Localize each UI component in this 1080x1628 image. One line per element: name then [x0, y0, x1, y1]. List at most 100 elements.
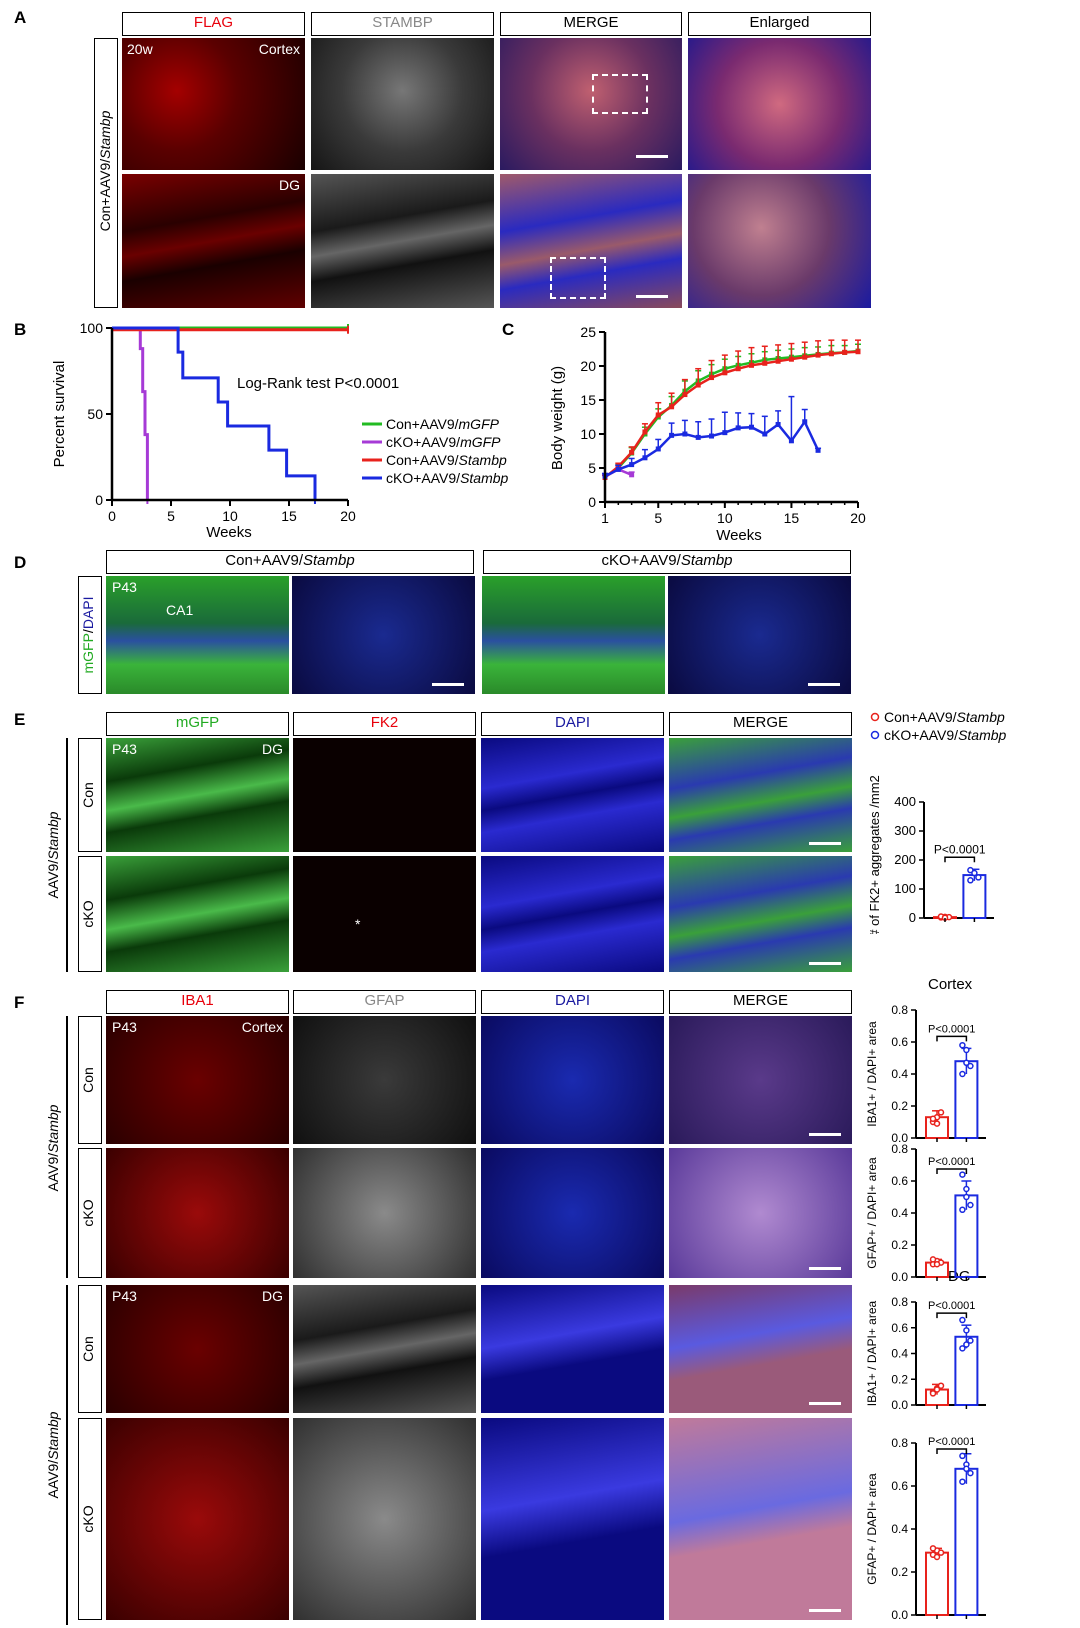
weight-point	[855, 349, 861, 355]
panel-e-row-box-con	[78, 738, 102, 852]
y-tick-label: 0.2	[891, 1099, 908, 1113]
panel-f-cortex-con-merge-image	[669, 1016, 852, 1144]
y-tick-label: 20	[580, 358, 596, 374]
y-tick-label: 0.0	[891, 1608, 908, 1622]
weight-point	[748, 362, 754, 368]
panel-e-con-fk2-image	[293, 738, 476, 852]
panel-a-header-merge: MERGE	[500, 12, 682, 36]
weight-point	[669, 432, 675, 438]
data-point	[937, 1109, 945, 1116]
scale-bar	[808, 683, 840, 686]
panel-f-dg-cko-dapi-image	[481, 1418, 664, 1620]
age-label: P43	[112, 1019, 137, 1035]
panel-d-side-label-box	[78, 576, 102, 694]
panel-a-merge-dg-image	[500, 174, 682, 308]
region-label: Cortex	[258, 41, 300, 57]
data-point	[959, 1206, 966, 1214]
panel-a-stambp-cortex-image	[311, 38, 494, 170]
panel-a-enlarged-dg-image	[688, 174, 871, 308]
data-point	[975, 874, 982, 881]
data-point	[959, 1345, 966, 1352]
y-tick-label: 100	[80, 320, 104, 336]
y-tick-label: 0	[95, 492, 103, 508]
weight-point	[735, 425, 741, 431]
panel-f-dg-cko-merge-image	[669, 1418, 852, 1620]
region-label: DG	[279, 177, 300, 193]
panel-a-row-label: Con+AAV9/Stambp	[97, 110, 113, 232]
panel-e-row-label-cko: cKO	[80, 900, 96, 928]
y-axis-label: IBA1+ / DAPI+ area	[865, 1300, 879, 1406]
weight-point	[775, 358, 781, 364]
data-point	[937, 1549, 945, 1556]
panel-f-row-label-2: cKO	[80, 1199, 96, 1227]
data-point	[967, 1337, 974, 1344]
y-axis-label: Percent survival	[51, 361, 68, 468]
scale-bar	[809, 1133, 841, 1136]
scale-bar	[809, 1402, 841, 1405]
x-tick-label: 5	[654, 510, 662, 526]
bar-1	[962, 874, 987, 919]
panel-d-cko-mgfp-dapi-image	[482, 576, 665, 694]
data-point	[933, 1120, 941, 1127]
y-tick-label: 0	[909, 910, 916, 925]
weight-point	[815, 447, 821, 453]
p-value-label: P<0.0001	[928, 1300, 975, 1312]
panel-e-con-merge-image	[669, 738, 852, 852]
data-point	[929, 1390, 937, 1397]
weight-point	[722, 370, 728, 376]
panel-e-cko-fk2-image: *	[293, 856, 476, 972]
x-tick-label: 20	[850, 510, 866, 526]
y-tick-label: 200	[894, 852, 916, 867]
panel-f-row-label-4: cKO	[80, 1505, 96, 1533]
data-point	[937, 1382, 945, 1389]
data-point	[967, 1062, 974, 1070]
region-label: CA1	[166, 602, 194, 618]
panel-f-row-box-1	[78, 1016, 102, 1144]
data-point	[971, 869, 978, 877]
panel-d-con-mgfp-dapi-image: P43 CA1	[106, 576, 289, 694]
y-tick-label: 0.0	[891, 1131, 908, 1145]
panel-f-bar-chart-2: 0.0 0.2 0.4 0.6 0.8 P<0.0001 GFAP+ / DAPI+ are…	[865, 1142, 986, 1284]
panel-e-header-fk2: FK2	[293, 712, 476, 736]
y-tick-label: 0.6	[891, 1321, 908, 1335]
logrank-annotation: Log-Rank test P<0.0001	[237, 375, 399, 392]
panel-e-cko-dapi-image	[481, 856, 664, 972]
panel-f-bar-chart-4: 0.0 0.2 0.4 0.6 0.8 P<0.0001 GFAP+ / DAPI+ are…	[865, 1436, 986, 1622]
y-tick-label: 0.2	[891, 1238, 908, 1252]
y-tick-label: 50	[87, 406, 103, 422]
y-tick-label: 0.0	[891, 1398, 908, 1412]
data-point	[959, 1171, 966, 1178]
significance-bracket	[944, 856, 976, 863]
panel-e-row-box-cko	[78, 856, 102, 972]
weight-point	[682, 392, 688, 398]
panel-e-con-dapi-image	[481, 738, 664, 852]
weight-point	[748, 424, 754, 430]
panel-e-group-label: AAV9/Stambp	[45, 811, 61, 899]
panel-f-dg-cko-iba1-image	[106, 1418, 289, 1620]
weight-point	[735, 366, 741, 372]
weight-point	[842, 349, 848, 355]
panel-letter-a: A	[14, 8, 27, 27]
y-tick-label: 400	[894, 794, 916, 809]
panel-f-row-label-1: Con	[80, 1067, 96, 1093]
weight-point	[815, 352, 821, 358]
scale-bar	[809, 842, 841, 845]
weight-point	[828, 351, 834, 357]
scale-bar	[636, 295, 668, 298]
y-tick-label: 0.4	[891, 1206, 908, 1220]
panel-e-header-merge: MERGE	[669, 712, 852, 736]
data-point	[963, 1185, 970, 1193]
scale-bar	[809, 962, 841, 965]
panel-f-dg-cko-gfap-image	[293, 1418, 476, 1620]
survival-line-1	[112, 326, 149, 500]
weight-point	[629, 462, 635, 468]
weight-point	[695, 382, 701, 388]
panel-f-cortex-con-iba1-image: P43 Cortex	[106, 1016, 289, 1144]
weight-point	[709, 375, 715, 381]
data-point	[929, 1256, 937, 1263]
data-point	[959, 1041, 966, 1049]
p-value-label: P<0.0001	[928, 1023, 975, 1035]
data-point	[959, 1070, 966, 1078]
scale-bar	[432, 683, 464, 686]
panel-a-flag-dg-image: DG	[122, 174, 305, 308]
